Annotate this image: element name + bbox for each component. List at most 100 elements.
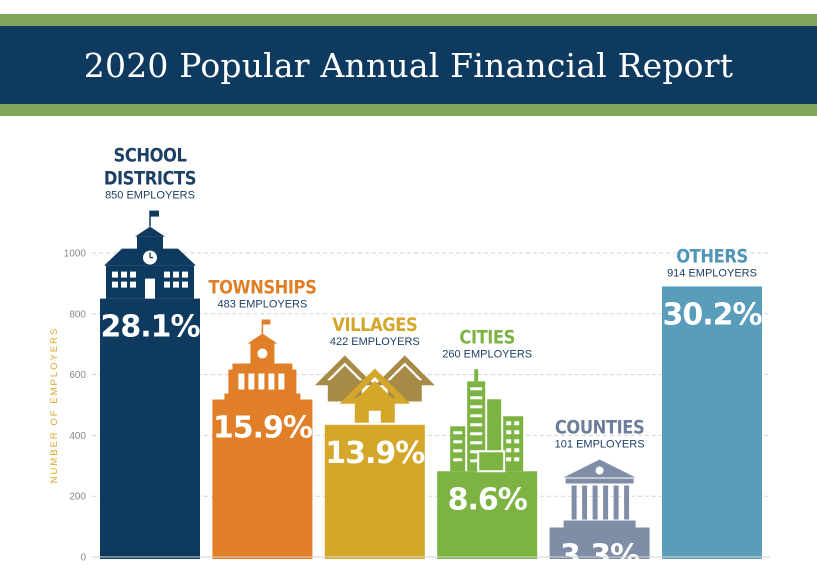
school-door	[145, 278, 155, 299]
school-tower-roof	[135, 226, 165, 237]
building-window	[470, 423, 483, 427]
y-axis-label: NUMBER OF EMPLOYERS	[49, 327, 60, 484]
hall-window	[238, 373, 245, 390]
category-name: DISTRICTS	[104, 169, 196, 190]
bar-percent-label: 15.9%	[213, 411, 313, 446]
category-name: SCHOOL	[114, 146, 187, 167]
school-window	[182, 271, 188, 278]
y-tick-label: 0	[80, 553, 86, 564]
school-window	[130, 271, 136, 278]
category-employers: 260 EMPLOYERS	[442, 348, 532, 360]
courthouse-column	[603, 485, 609, 520]
category-employers: 850 EMPLOYERS	[105, 190, 195, 202]
building-window	[506, 457, 512, 462]
category-employers: 483 EMPLOYERS	[217, 299, 307, 311]
flag	[262, 319, 271, 325]
category-employers: 422 EMPLOYERS	[330, 336, 420, 348]
bar-percent-label: 30.2%	[662, 297, 762, 332]
building-window	[453, 458, 463, 462]
y-tick-label: 200	[69, 492, 86, 503]
bar-percent-label: 28.1%	[100, 310, 200, 345]
bar-percent-label: 13.9%	[325, 436, 425, 471]
bar	[437, 471, 538, 559]
school-window	[173, 281, 179, 288]
category-employers: 101 EMPLOYERS	[555, 439, 645, 451]
building-window	[470, 405, 483, 409]
building-window	[514, 439, 520, 444]
building-window	[470, 387, 483, 391]
building-window	[514, 448, 520, 453]
bar	[100, 298, 200, 559]
hall-window	[258, 373, 265, 390]
category-name: TOWNSHIPS	[208, 277, 316, 298]
building-window	[470, 396, 483, 400]
building-window	[453, 440, 463, 444]
building-entrance	[477, 450, 506, 473]
bar	[549, 527, 650, 559]
category-employers: 914 EMPLOYERS	[667, 267, 757, 279]
bar	[324, 424, 425, 559]
houses-icon	[314, 355, 435, 423]
building-window	[470, 432, 483, 436]
header-banner: 2020 Popular Annual Financial Report	[0, 26, 817, 104]
page-title: 2020 Popular Annual Financial Report	[83, 45, 734, 85]
courthouse-column	[582, 485, 588, 520]
school-window	[121, 281, 127, 288]
hall-tower-roof	[247, 333, 278, 344]
hall-clock	[257, 348, 268, 359]
courthouse-column	[613, 485, 619, 520]
building-window	[470, 450, 483, 454]
building-window	[514, 430, 520, 435]
courthouse-column	[624, 485, 630, 520]
hall-window	[248, 373, 255, 390]
antenna	[474, 369, 479, 382]
house-door	[368, 410, 381, 423]
city-buildings-icon	[450, 369, 524, 473]
category-name: CITIES	[459, 327, 515, 348]
school-window	[164, 271, 170, 278]
building-window	[470, 414, 483, 418]
category-name: OTHERS	[676, 246, 748, 267]
courthouse-column	[592, 485, 598, 520]
flag	[150, 210, 159, 217]
courthouse-entablature	[565, 478, 634, 484]
category-name: VILLAGES	[332, 315, 417, 336]
school-window	[121, 271, 127, 278]
hall-window	[268, 373, 275, 390]
school-window	[173, 271, 179, 278]
school-window	[112, 271, 118, 278]
bar	[212, 399, 313, 559]
y-tick-label: 600	[69, 370, 86, 381]
school-window	[112, 281, 118, 288]
township-hall-icon	[224, 319, 301, 400]
building-window	[514, 457, 520, 462]
school-icon	[104, 210, 196, 299]
hall-window	[278, 373, 285, 390]
school-window	[164, 281, 170, 288]
building-window	[506, 439, 512, 444]
school-window	[182, 281, 188, 288]
building-window	[453, 449, 463, 453]
building-window	[453, 431, 463, 435]
category-name: COUNTIES	[555, 417, 644, 438]
school-tower	[137, 236, 163, 251]
school-window	[130, 281, 136, 288]
bar	[662, 286, 762, 559]
y-tick-label: 800	[69, 309, 86, 320]
y-tick-label: 1000	[64, 249, 87, 260]
house-body	[354, 380, 395, 423]
bar-percent-label: 8.6%	[448, 482, 528, 517]
building-window	[506, 421, 512, 426]
y-tick-label: 400	[69, 431, 86, 442]
building-window	[470, 459, 483, 463]
building-window	[470, 441, 483, 445]
hall-cornice	[232, 363, 293, 370]
hall-base	[224, 393, 301, 400]
